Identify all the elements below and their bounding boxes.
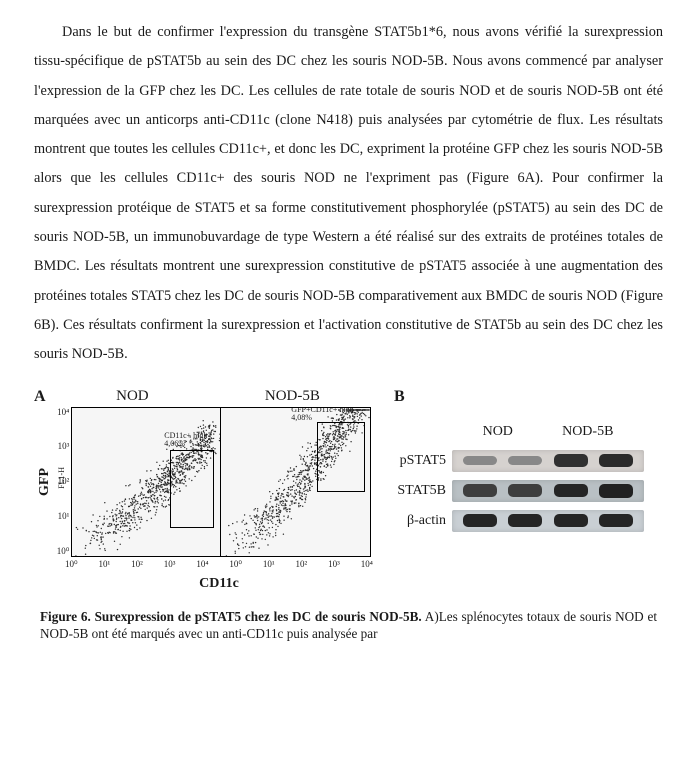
xtick: 10² — [296, 559, 308, 570]
facs-plot-nod5b: GFP+CD11c+ high 4,08% — [221, 407, 371, 557]
caption-title: Figure 6. Surexpression de pSTAT5 chez l… — [40, 609, 422, 624]
western-blot: NOD NOD-5B pSTAT5 STAT5B β-actin — [394, 424, 644, 532]
wb-band — [599, 484, 633, 498]
gate-nod — [170, 450, 214, 528]
wb-band — [554, 514, 588, 528]
wb-band — [599, 514, 633, 528]
xtick: 10⁴ — [196, 559, 208, 570]
wb-band — [508, 484, 542, 497]
xtick: 10¹ — [99, 559, 111, 570]
wb-band — [554, 454, 588, 467]
facs-title-nod5b: NOD-5B — [265, 388, 320, 405]
xtick: 10³ — [164, 559, 176, 570]
wb-band — [508, 514, 542, 528]
gate-label-line: 4,08% — [291, 413, 312, 422]
wb-strip — [452, 450, 644, 472]
body-paragraph: Dans le but de confirmer l'expression du… — [34, 18, 663, 370]
facs-titles: NOD NOD-5B — [58, 388, 378, 405]
gate-nod-label: CD11c+ high 4,06% — [164, 432, 207, 450]
wb-header: NOD — [483, 424, 513, 440]
fl1h-label: FL1-H — [57, 467, 66, 489]
facs-ylabel: GFP — [37, 468, 53, 496]
wb-band — [463, 484, 497, 497]
wb-band — [554, 484, 588, 498]
gate-label-line: CD11c+ high — [164, 431, 207, 440]
figure-row: A NOD NOD-5B GFP 10⁴ 10³ 10² 10¹ 10⁰ FL1… — [34, 388, 663, 592]
ytick: 10³ — [58, 441, 70, 451]
xtick: 10² — [131, 559, 143, 570]
wb-band — [508, 456, 542, 465]
xtick: 10⁴ — [361, 559, 373, 570]
facs-plot-nod: CD11c+ high 4,06% — [71, 407, 221, 557]
wb-header: NOD-5B — [562, 424, 613, 440]
figure-caption: Figure 6. Surexpression de pSTAT5 chez l… — [34, 608, 663, 644]
ytick: 10⁰ — [57, 546, 70, 557]
panel-a-label: A — [34, 388, 46, 406]
xtick: 10⁰ — [65, 559, 78, 570]
facs-xticks: 10⁰ 10¹ 10² 10³ 10⁴ 10⁰ 10¹ 10² 10³ 10⁴ — [65, 559, 373, 570]
wb-row-label: β-actin — [394, 513, 452, 529]
facs-xlabel: CD11c — [69, 576, 369, 592]
gate-label-line: 4,06% — [164, 439, 185, 448]
gate-nod5b — [317, 422, 365, 492]
ytick: 10⁴ — [57, 407, 69, 417]
panel-b: B NOD NOD-5B pSTAT5 STAT5B β-actin — [394, 388, 644, 532]
xtick: 10⁰ — [229, 559, 242, 570]
panel-b-label: B — [394, 388, 405, 406]
xtick: 10¹ — [263, 559, 275, 570]
wb-row-label: pSTAT5 — [394, 453, 452, 469]
xtick: 10³ — [328, 559, 340, 570]
wb-strip — [452, 510, 644, 532]
wb-band — [463, 456, 497, 465]
wb-band — [599, 454, 633, 467]
wb-band — [463, 514, 497, 528]
ytick: 10¹ — [58, 511, 70, 521]
panel-a: A NOD NOD-5B GFP 10⁴ 10³ 10² 10¹ 10⁰ FL1… — [34, 388, 374, 592]
gate-nod5b-label: GFP+CD11c+ high 4,08% — [291, 407, 353, 424]
facs-title-nod: NOD — [116, 388, 149, 405]
wb-row-label: STAT5B — [394, 483, 452, 499]
wb-headers: NOD NOD-5B — [452, 424, 644, 440]
wb-strip — [452, 480, 644, 502]
